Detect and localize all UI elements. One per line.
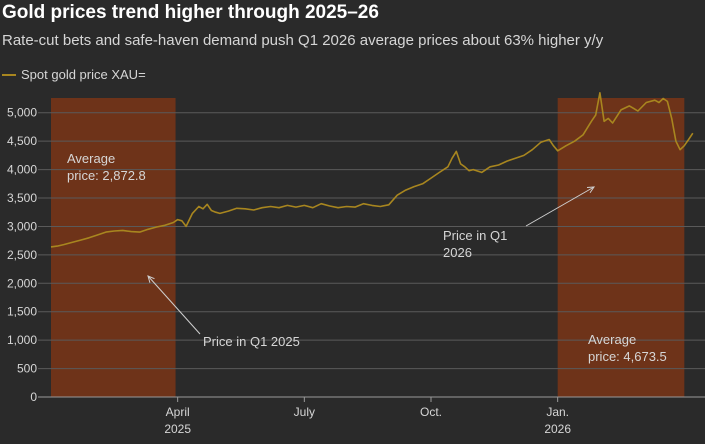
x-tick-label-jan: Jan. (546, 405, 569, 419)
y-axis-ticks: 0 500 1,000 1,500 2,000 2,500 3,000 3,500 4,000 4… (7, 106, 37, 404)
chart-title: Gold prices trend higher through 2025–26 (2, 2, 379, 23)
x-axis-ticks: April 2025 July Oct. Jan. 2026 (164, 397, 571, 436)
legend: Spot gold price XAU= (2, 67, 146, 82)
annotations: Average price: 2,872.8 Average price: 4,673… (67, 151, 667, 364)
shaded-region-q1-2026 (557, 98, 685, 397)
annotation-price-q1-2026: Price in Q1 2026 (443, 228, 507, 260)
y-tick-label-2000: 2,000 (7, 276, 37, 290)
y-tick-label-3000: 3,000 (7, 219, 37, 233)
y-tick-label-3500: 3,500 (7, 191, 37, 205)
annotation-average-q1-2025: Average price: 2,872.8 (67, 151, 146, 183)
shaded-region-q1-2025 (51, 98, 176, 397)
y-tick-label-1500: 1,500 (7, 305, 37, 319)
x-tick-year-2026: 2026 (544, 422, 571, 436)
x-tick-year-2025: 2025 (164, 422, 191, 436)
y-tick-label-0: 0 (30, 390, 37, 404)
annotation-price-q1-2025: Price in Q1 2025 (203, 334, 300, 349)
y-tick-label-1000: 1,000 (7, 333, 37, 347)
x-tick-label-oct: Oct. (420, 405, 442, 419)
y-tick-label-500: 500 (17, 362, 37, 376)
arrow-q1-2026 (525, 186, 595, 227)
y-tick-label-2500: 2,500 (7, 248, 37, 262)
chart-subtitle: Rate-cut bets and safe-haven demand push… (2, 32, 604, 49)
x-tick-label-july: July (294, 405, 315, 419)
y-tick-label-4500: 4,500 (7, 134, 37, 148)
shaded-regions (51, 98, 685, 397)
arrow-q1-2026-head (586, 186, 595, 194)
gridlines (38, 112, 705, 370)
y-tick-label-4000: 4,000 (7, 163, 37, 177)
legend-swatch-line (2, 73, 16, 76)
arrow-q1-2025 (147, 275, 201, 335)
series-layer (50, 92, 694, 248)
x-tick-label-april: April (166, 405, 190, 419)
y-tick-label-5000: 5,000 (7, 106, 37, 120)
series-line-spot-gold (50, 92, 694, 248)
annotation-average-q1-2026: Average price: 4,673.5 (588, 332, 667, 364)
arrow-q1-2025-head (147, 275, 155, 283)
legend-label: Spot gold price XAU= (21, 67, 146, 82)
